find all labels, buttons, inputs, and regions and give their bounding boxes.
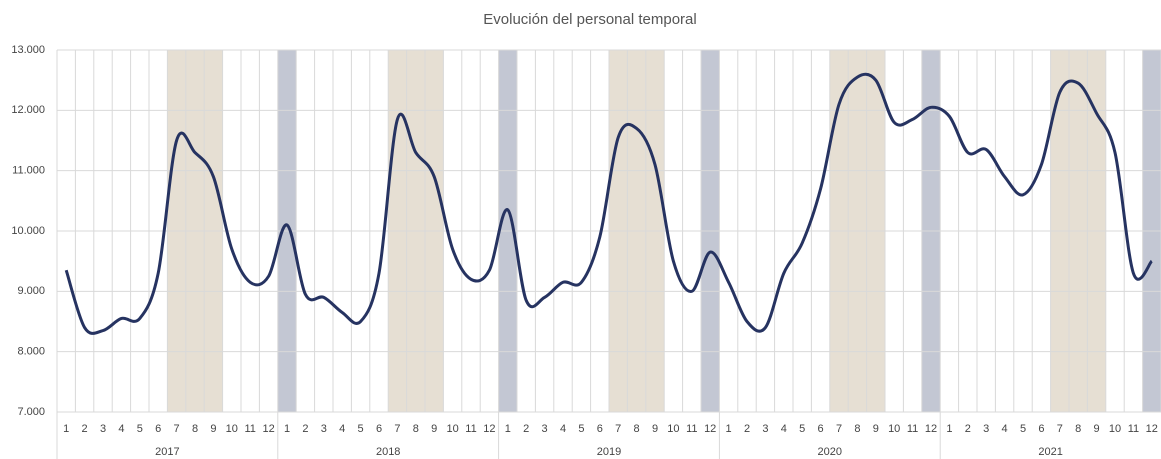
x-tick-label: 7: [836, 423, 842, 435]
year-label: 2021: [1038, 446, 1062, 458]
x-tick-label: 11: [465, 423, 476, 435]
x-tick-label: 6: [1038, 423, 1044, 435]
x-tick-label: 12: [704, 423, 716, 435]
x-tick-label: 8: [413, 423, 419, 435]
x-tick-label: 7: [1057, 423, 1063, 435]
x-tick-label: 2: [744, 423, 750, 435]
x-tick-label: 9: [652, 423, 658, 435]
x-tick-label: 8: [854, 423, 860, 435]
x-tick-label: 2: [82, 423, 88, 435]
x-tick-label: 5: [137, 423, 143, 435]
x-tick-label: 4: [560, 423, 566, 435]
x-tick-label: 12: [1146, 423, 1158, 435]
x-tick-label: 11: [686, 423, 697, 435]
x-tick-label: 1: [726, 423, 732, 435]
year-label: 2018: [376, 446, 400, 458]
x-tick-label: 6: [597, 423, 603, 435]
x-tick-label: 6: [376, 423, 382, 435]
x-tick-label: 5: [799, 423, 805, 435]
x-tick-label: 6: [818, 423, 824, 435]
x-tick-label: 4: [781, 423, 787, 435]
x-tick-label: 2: [523, 423, 529, 435]
x-tick-label: 1: [505, 423, 511, 435]
x-tick-label: 11: [907, 423, 918, 435]
x-tick-label: 8: [1075, 423, 1081, 435]
x-tick-label: 2: [302, 423, 308, 435]
y-tick-label: 11.000: [12, 165, 45, 177]
x-tick-label: 2: [965, 423, 971, 435]
data-line: [64, 72, 1153, 335]
x-tick-label: 4: [339, 423, 345, 435]
x-tick-label: 7: [394, 423, 400, 435]
x-tick-label: 10: [1109, 423, 1121, 435]
x-tick-label: 5: [358, 423, 364, 435]
y-tick-label: 7.000: [17, 406, 45, 418]
x-tick-label: 11: [244, 423, 255, 435]
x-tick-label: 1: [946, 423, 952, 435]
x-tick-label: 10: [667, 423, 679, 435]
x-tick-label: 4: [1002, 423, 1008, 435]
x-tick-label: 10: [888, 423, 900, 435]
y-tick-label: 12.000: [11, 104, 45, 116]
x-tick-label: 3: [321, 423, 327, 435]
x-tick-label: 3: [542, 423, 548, 435]
x-tick-label: 7: [174, 423, 180, 435]
year-label: 2019: [597, 446, 621, 458]
y-tick-label: 8.000: [17, 346, 45, 358]
x-tick-label: 8: [634, 423, 640, 435]
x-tick-label: 12: [925, 423, 937, 435]
x-tick-label: 3: [983, 423, 989, 435]
x-tick-label: 12: [483, 423, 495, 435]
x-tick-label: 3: [762, 423, 768, 435]
y-tick-label: 13.000: [11, 44, 45, 56]
x-tick-label: 1: [284, 423, 290, 435]
x-tick-label: 11: [1128, 423, 1139, 435]
x-tick-label: 5: [578, 423, 584, 435]
x-tick-label: 9: [210, 423, 216, 435]
x-tick-label: 5: [1020, 423, 1026, 435]
x-tick-label: 10: [226, 423, 238, 435]
x-tick-label: 8: [192, 423, 198, 435]
y-tick-label: 10.000: [11, 225, 45, 237]
x-tick-label: 6: [155, 423, 161, 435]
x-tick-label: 9: [1094, 423, 1100, 435]
x-tick-label: 1: [63, 423, 69, 435]
y-tick-label: 9.000: [17, 285, 45, 297]
x-tick-label: 9: [431, 423, 437, 435]
x-tick-label: 3: [100, 423, 106, 435]
x-tick-label: 9: [873, 423, 879, 435]
x-tick-label: 10: [446, 423, 458, 435]
x-tick-label: 4: [118, 423, 124, 435]
x-tick-label: 12: [262, 423, 274, 435]
chart-title: Evolución del personal temporal: [483, 11, 696, 28]
x-tick-label: 7: [615, 423, 621, 435]
year-label: 2017: [155, 446, 179, 458]
year-label: 2020: [818, 446, 842, 458]
